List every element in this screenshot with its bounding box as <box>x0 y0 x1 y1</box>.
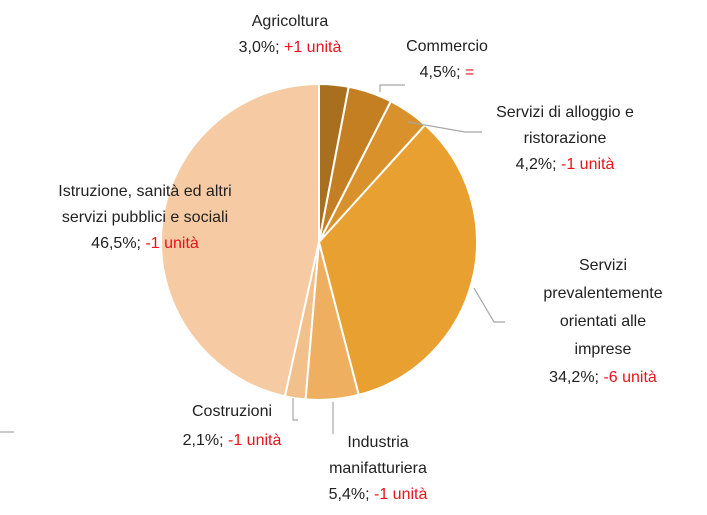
category-label: Servizi di alloggio e ristorazione <box>496 104 634 147</box>
category-label: Agricoltura <box>251 13 329 30</box>
value-label: 5,4%; <box>328 486 370 503</box>
category-label: Servizi prevalentemente orientati alle i… <box>543 257 663 358</box>
value-label: 4,5%; <box>419 64 461 81</box>
change-label: -1 unità <box>145 235 199 252</box>
value-label: 4,2%; <box>515 156 557 173</box>
slice-label: Istruzione, sanità ed altri servizi pubb… <box>58 179 231 257</box>
value-label: 46,5%; <box>91 235 141 252</box>
slice-label: Agricoltura 3,0%; +1 unità <box>239 9 342 61</box>
change-label: -1 unità <box>228 432 282 449</box>
change-label: +1 unità <box>283 39 342 56</box>
value-label: 34,2%; <box>549 369 599 386</box>
pie-slice <box>160 82 320 398</box>
value-label: 3,0%; <box>238 39 280 56</box>
category-label: Istruzione, sanità ed altri servizi pubb… <box>58 183 232 226</box>
pie-slice <box>318 82 350 243</box>
slice-label: Industria manifatturiera 5,4%; -1 unità <box>329 430 428 508</box>
leader-line <box>473 287 505 323</box>
slice-label: Servizi di alloggio e ristorazione 4,2%; … <box>496 100 634 178</box>
category-label: Commercio <box>406 38 488 55</box>
change-label: -6 unità <box>603 369 657 386</box>
slice-label: Servizi prevalentemente orientati alle i… <box>543 252 662 392</box>
leader-line <box>407 121 482 133</box>
change-label: -1 unità <box>560 156 615 173</box>
leader-line <box>379 84 405 92</box>
slice-label: Costruzioni 2,1%; -1 unità <box>183 397 282 455</box>
value-label: 2,1%; <box>182 432 224 449</box>
slice-label: Commercio 4,5%; = <box>406 34 488 86</box>
pie-slice <box>317 123 478 397</box>
category-label: Industria manifatturiera <box>329 434 427 477</box>
category-label: Costruzioni <box>191 403 273 420</box>
change-label: -1 unità <box>374 486 428 503</box>
change-label: = <box>465 64 475 81</box>
leader-line <box>292 398 298 421</box>
